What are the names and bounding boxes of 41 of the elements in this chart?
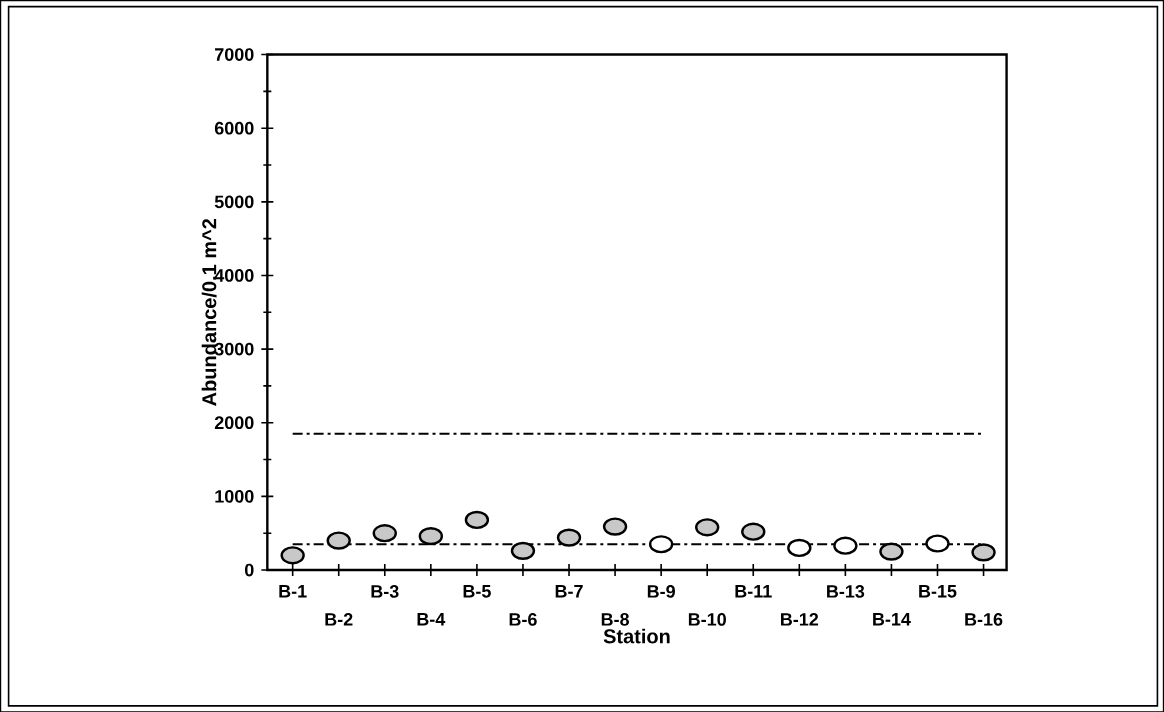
- x-tick-label: B-5: [463, 584, 491, 598]
- point: [280, 545, 305, 565]
- point: [695, 517, 720, 537]
- point: [925, 534, 950, 553]
- y-tick-label: 3000: [214, 342, 254, 356]
- x-tick-label: B-13: [827, 584, 865, 598]
- x-tick-label: B-8: [601, 612, 630, 626]
- point: [556, 528, 582, 547]
- point: [971, 542, 996, 562]
- x-tick-label: B-6: [509, 612, 537, 626]
- point: [879, 542, 904, 561]
- x-tick-label: B-7: [555, 584, 583, 598]
- x-tick-label: B-11: [735, 584, 772, 598]
- point: [372, 523, 397, 543]
- y-tick-label: 7000: [215, 47, 254, 61]
- point: [464, 510, 490, 529]
- x-tick-label: B-15: [919, 584, 957, 598]
- x-tick-label: B-16: [965, 612, 1003, 626]
- point: [787, 538, 812, 557]
- y-tick-label: 0: [245, 563, 254, 577]
- point: [833, 536, 858, 555]
- x-tick-label: B-3: [371, 584, 399, 598]
- point: [418, 526, 444, 546]
- x-tick-label: B-2: [325, 612, 353, 626]
- x-tick-label: B-9: [647, 584, 675, 598]
- x-tick-label: B-14: [873, 612, 911, 626]
- point: [510, 541, 536, 560]
- y-tick-label: 1000: [215, 489, 254, 503]
- y-tick-label: 6000: [214, 121, 254, 135]
- x-tick-label: B-12: [781, 612, 819, 626]
- y-axis-title: Abundance/0.1 m^2: [201, 218, 217, 406]
- y-tick-label: 5000: [214, 195, 254, 208]
- point: [602, 517, 628, 536]
- x-tick-label: B-10: [688, 612, 726, 626]
- point: [326, 531, 351, 550]
- point: [648, 534, 674, 554]
- x-tick-label: B-4: [417, 612, 446, 626]
- x-axis-title: Station: [603, 628, 670, 644]
- point: [741, 522, 766, 541]
- x-tick-label: B-1: [279, 584, 307, 598]
- y-tick-label: 2000: [214, 416, 254, 429]
